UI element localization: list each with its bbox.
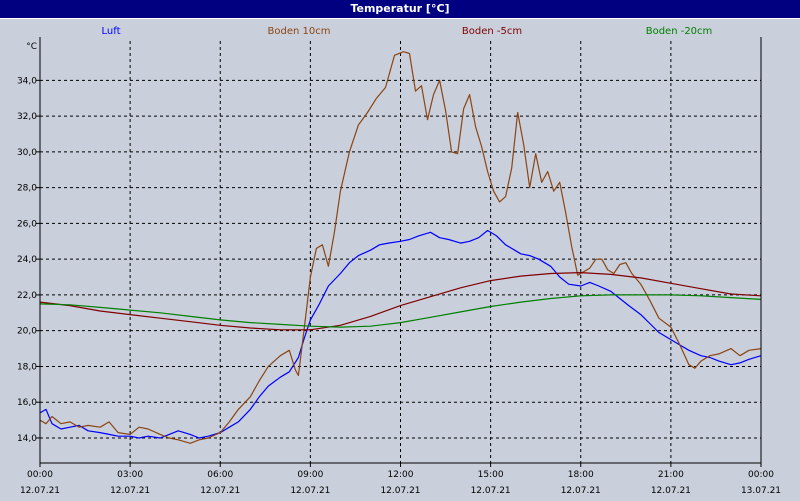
y-tick-label: 26,0 bbox=[17, 219, 37, 229]
x-tick-date: 12.07.21 bbox=[20, 486, 60, 496]
x-tick-date: 12.07.21 bbox=[290, 486, 330, 496]
y-tick-label: 18,0 bbox=[17, 362, 37, 372]
y-axis-unit: °C bbox=[26, 42, 37, 52]
x-tick-time: 09:00 bbox=[297, 470, 323, 480]
y-tick-label: 28,0 bbox=[17, 184, 37, 194]
series-line-luft bbox=[39, 229, 762, 439]
chart-panel: Luft Boden 10cm Boden -5cm Boden -20cm 1… bbox=[0, 18, 800, 500]
y-tick-label: 14,0 bbox=[17, 434, 37, 444]
series-line-boden-10cm bbox=[39, 51, 762, 444]
y-tick-label: 30,0 bbox=[17, 148, 37, 158]
series-line-boden-20cm bbox=[39, 294, 762, 328]
y-tick-label: 22,0 bbox=[17, 291, 37, 301]
x-tick-time: 15:00 bbox=[478, 470, 504, 480]
x-tick-date: 12.07.21 bbox=[471, 486, 511, 496]
x-tick-date: 12.07.21 bbox=[380, 486, 420, 496]
grid bbox=[40, 41, 761, 463]
x-tick-time: 00:00 bbox=[27, 470, 53, 480]
x-tick-time: 03:00 bbox=[117, 470, 143, 480]
y-axis: 14,0 16,0 18,0 20,0 22,0 24,0 26,0 28,0 30,0 32,0… bbox=[17, 42, 40, 444]
legend-boden-20cm: Boden -20cm bbox=[645, 26, 713, 37]
y-tick-label: 16,0 bbox=[17, 398, 37, 408]
y-tick-label: 24,0 bbox=[17, 255, 37, 265]
y-tick-label: 34,0 bbox=[17, 76, 37, 86]
x-axis: 00:00 12.07.21 03:00 12.07.21 06:00 12.07.21 0… bbox=[20, 463, 781, 496]
x-tick-time: 12:00 bbox=[388, 470, 414, 480]
x-tick-date: 12.07.21 bbox=[110, 486, 150, 496]
x-tick-date: 13.07.21 bbox=[741, 486, 781, 496]
x-tick-time: 06:00 bbox=[207, 470, 233, 480]
y-tick-label: 32,0 bbox=[17, 112, 37, 122]
x-tick-time: 21:00 bbox=[658, 470, 684, 480]
x-tick-time: 00:00 bbox=[748, 470, 774, 480]
series-lines bbox=[39, 51, 762, 444]
y-tick-label: 20,0 bbox=[17, 327, 37, 337]
x-tick-date: 12.07.21 bbox=[200, 486, 240, 496]
window-title: Temperatur [°C] bbox=[350, 2, 450, 15]
legend-luft: Luft bbox=[101, 26, 121, 37]
plot-frame bbox=[39, 37, 762, 464]
x-tick-date: 12.07.21 bbox=[651, 486, 691, 496]
legend-boden-5cm: Boden -5cm bbox=[461, 26, 523, 37]
legend-boden-10cm: Boden 10cm bbox=[267, 26, 331, 37]
x-tick-date: 12.07.21 bbox=[561, 486, 601, 496]
series-line-boden-5cm bbox=[39, 272, 762, 331]
temperature-chart: 14,0 16,0 18,0 20,0 22,0 24,0 26,0 28,0 30,0 32,0… bbox=[17, 37, 781, 496]
x-tick-time: 18:00 bbox=[568, 470, 594, 480]
window-title-bar: Temperatur [°C] bbox=[0, 0, 800, 18]
